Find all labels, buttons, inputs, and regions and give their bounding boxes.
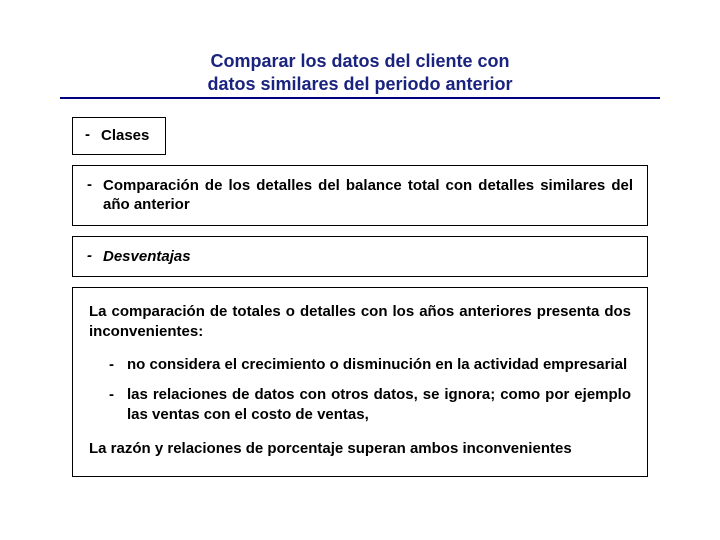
bullet-dash: -: [109, 385, 127, 405]
box-comparacion: - Comparación de los detalles del balanc…: [72, 165, 648, 226]
slide-title: Comparar los datos del cliente con datos…: [60, 50, 660, 95]
box-desventajas: - Desventajas: [72, 236, 648, 278]
detail-list: - no considera el crecimiento o disminuc…: [109, 355, 631, 426]
list-item: - no considera el crecimiento o disminuc…: [109, 355, 631, 375]
clases-label: Clases: [101, 126, 149, 146]
title-line-2: datos similares del periodo anterior: [60, 73, 660, 96]
item-text-2: las relaciones de datos con otros datos,…: [127, 385, 631, 426]
item-text-1: no considera el crecimiento o disminució…: [127, 355, 631, 375]
box-detail: La comparación de totales o detalles con…: [72, 287, 648, 477]
bullet-dash: -: [85, 126, 101, 143]
box-clases: - Clases: [72, 117, 166, 155]
comparacion-text: Comparación de los detalles del balance …: [103, 176, 633, 215]
detail-intro: La comparación de totales o detalles con…: [89, 302, 631, 343]
title-underline: [60, 97, 660, 99]
title-line-1: Comparar los datos del cliente con: [60, 50, 660, 73]
desventajas-label: Desventajas: [103, 247, 633, 267]
bullet-dash: -: [87, 247, 103, 264]
bullet-dash: -: [109, 355, 127, 375]
bullet-dash: -: [87, 176, 103, 193]
detail-conclusion: La razón y relaciones de porcentaje supe…: [89, 439, 631, 459]
list-item: - las relaciones de datos con otros dato…: [109, 385, 631, 426]
